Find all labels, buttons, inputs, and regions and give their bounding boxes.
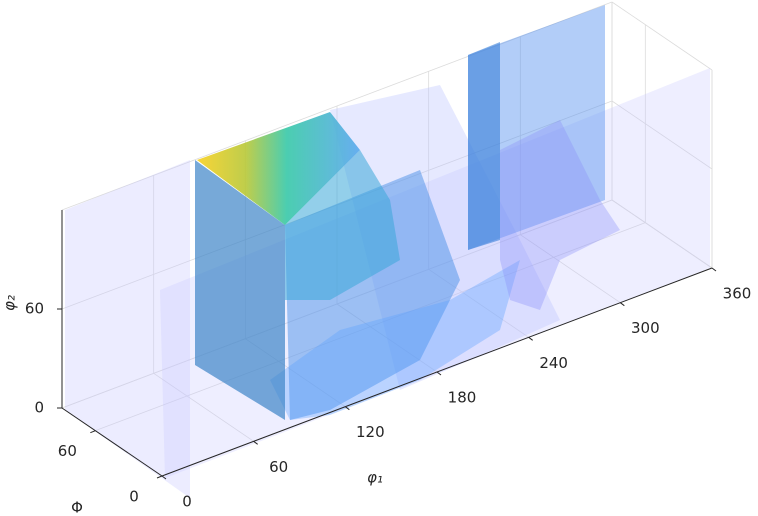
axis-line bbox=[436, 371, 442, 376]
axis-line bbox=[90, 430, 96, 434]
y-tick-label: 60 bbox=[58, 442, 77, 460]
x-tick-label: 360 bbox=[723, 285, 752, 303]
z-tick-label: 60 bbox=[25, 300, 44, 318]
z-tick-label: 0 bbox=[34, 399, 44, 417]
z-axis-label: φ₂ bbox=[1, 295, 19, 311]
x-tick-label: 180 bbox=[448, 389, 477, 407]
x-axis-label: φ₁ bbox=[367, 469, 383, 487]
box-front bbox=[195, 160, 285, 420]
blob bbox=[285, 150, 400, 300]
grid-line bbox=[611, 1, 713, 71]
grid-line bbox=[611, 100, 713, 170]
axis-line bbox=[161, 475, 167, 480]
pale-sheet bbox=[65, 160, 190, 498]
x-tick-label: 60 bbox=[269, 458, 288, 476]
isosurface bbox=[65, 5, 710, 498]
x-tick-label: 300 bbox=[631, 319, 660, 337]
axis-line bbox=[156, 475, 163, 479]
grid-line bbox=[611, 199, 713, 269]
x-tick-label: 0 bbox=[182, 493, 192, 511]
grid-line bbox=[153, 373, 254, 442]
blob bbox=[500, 120, 620, 310]
y-axis-label: Φ bbox=[71, 499, 83, 516]
blob bbox=[270, 260, 520, 420]
right-slab-face bbox=[468, 42, 500, 250]
axis-line bbox=[345, 406, 350, 411]
axis-line bbox=[253, 440, 258, 445]
x-tick-label: 240 bbox=[539, 354, 568, 372]
axes: 0 60 120 180 240 300 360 0 60 0 60 φ₁ Φφ₂ bbox=[1, 210, 752, 516]
axis-line bbox=[61, 407, 163, 477]
grid-line bbox=[520, 234, 621, 303]
axis-line bbox=[528, 336, 533, 341]
axis-line bbox=[711, 267, 717, 272]
axis-line bbox=[161, 267, 713, 477]
right-slab bbox=[468, 5, 605, 250]
axis-line bbox=[620, 302, 625, 307]
x-tick-label: 120 bbox=[356, 423, 385, 441]
box-top bbox=[197, 112, 360, 225]
y-tick-label: 0 bbox=[129, 488, 139, 506]
